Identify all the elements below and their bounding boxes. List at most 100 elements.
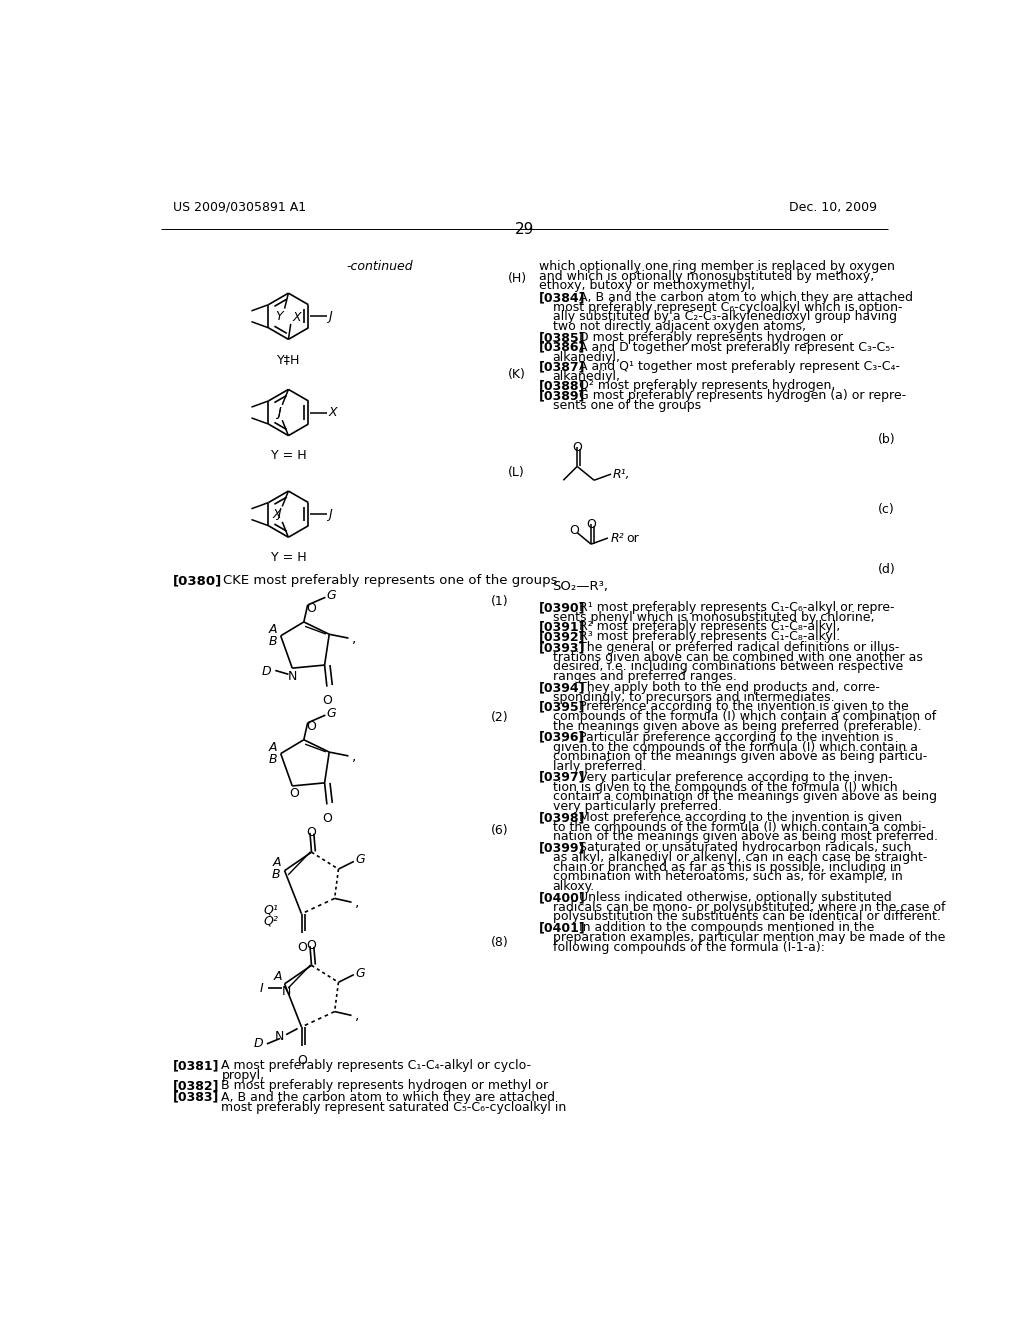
Text: -continued: -continued — [346, 260, 413, 273]
Text: sents one of the groups: sents one of the groups — [553, 399, 700, 412]
Text: O: O — [306, 940, 316, 952]
Text: J: J — [329, 310, 332, 323]
Text: B: B — [272, 869, 281, 880]
Text: In addition to the compounds mentioned in the: In addition to the compounds mentioned i… — [579, 921, 874, 935]
Text: preparation examples, particular mention may be made of the: preparation examples, particular mention… — [553, 931, 945, 944]
Text: A and Q¹ together most preferably represent C₃-C₄-: A and Q¹ together most preferably repres… — [579, 360, 900, 374]
Text: O: O — [306, 826, 316, 840]
Text: Y = H: Y = H — [270, 552, 306, 564]
Text: compounds of the formula (I) which contain a combination of: compounds of the formula (I) which conta… — [553, 710, 936, 723]
Text: A most preferably represents C₁-C₄-alkyl or cyclo-: A most preferably represents C₁-C₄-alkyl… — [221, 1059, 531, 1072]
Text: A: A — [268, 623, 276, 636]
Text: very particularly preferred.: very particularly preferred. — [553, 800, 722, 813]
Text: (K): (K) — [508, 368, 525, 381]
Text: O: O — [569, 524, 580, 537]
Text: They apply both to the end products and, corre-: They apply both to the end products and,… — [579, 681, 880, 694]
Text: R³ most preferably represents C₁-C₈-alkyl.: R³ most preferably represents C₁-C₈-alky… — [579, 630, 840, 643]
Text: R²: R² — [611, 532, 625, 545]
Text: A, B and the carbon atom to which they are attached: A, B and the carbon atom to which they a… — [221, 1090, 555, 1104]
Text: trations given above can be combined with one another as: trations given above can be combined wit… — [553, 651, 923, 664]
Text: O: O — [306, 719, 316, 733]
Text: N: N — [275, 1030, 285, 1043]
Text: A: A — [272, 857, 281, 870]
Text: alkoxy.: alkoxy. — [553, 880, 595, 892]
Text: D most preferably represents hydrogen or: D most preferably represents hydrogen or — [579, 331, 843, 345]
Text: following compounds of the formula (I-1-a):: following compounds of the formula (I-1-… — [553, 941, 824, 954]
Text: [0397]: [0397] — [539, 771, 585, 784]
Text: [0393]: [0393] — [539, 642, 585, 655]
Text: R² most preferably represents C₁-C₈-alkyl,: R² most preferably represents C₁-C₈-alky… — [579, 620, 840, 634]
Text: (1): (1) — [490, 595, 509, 609]
Text: Very particular preference according to the inven-: Very particular preference according to … — [579, 771, 892, 784]
Text: Y: Y — [275, 310, 283, 323]
Text: the meanings given above as being preferred (preferable).: the meanings given above as being prefer… — [553, 719, 922, 733]
Text: [0398]: [0398] — [539, 810, 585, 824]
Text: larly preferred.: larly preferred. — [553, 760, 646, 772]
Text: N: N — [288, 669, 297, 682]
Text: [0384]: [0384] — [539, 292, 585, 304]
Text: propyl,: propyl, — [221, 1069, 264, 1082]
Text: (2): (2) — [490, 711, 509, 725]
Text: SO₂—R³,: SO₂—R³, — [553, 581, 608, 594]
Text: [0401]: [0401] — [539, 921, 586, 935]
Text: nation of the meanings given above as being most preferred.: nation of the meanings given above as be… — [553, 830, 938, 843]
Text: O: O — [586, 517, 596, 531]
Text: [0381]: [0381] — [173, 1059, 219, 1072]
Text: desired, i.e. including combinations between respective: desired, i.e. including combinations bet… — [553, 660, 903, 673]
Text: R¹ most preferably represents C₁-C₆-alkyl or repre-: R¹ most preferably represents C₁-C₆-alky… — [579, 601, 894, 614]
Text: spondingly, to precursors and intermediates.: spondingly, to precursors and intermedia… — [553, 690, 835, 704]
Text: [0394]: [0394] — [539, 681, 585, 694]
Text: Y = H: Y = H — [270, 449, 306, 462]
Text: ,: , — [355, 895, 359, 909]
Text: A: A — [273, 970, 283, 982]
Text: X: X — [272, 508, 281, 521]
Text: N: N — [283, 985, 292, 998]
Text: Unless indicated otherwise, optionally substituted: Unless indicated otherwise, optionally s… — [579, 891, 892, 904]
Text: combination with heteroatoms, such as, for example, in: combination with heteroatoms, such as, f… — [553, 870, 902, 883]
Text: two not directly adjacent oxygen atoms,: two not directly adjacent oxygen atoms, — [553, 321, 806, 333]
Text: J: J — [329, 508, 332, 520]
Text: (8): (8) — [490, 936, 509, 949]
Text: A: A — [268, 741, 276, 754]
Text: [0380]: [0380] — [173, 574, 222, 587]
Text: [0382]: [0382] — [173, 1080, 219, 1093]
Text: D: D — [253, 1038, 263, 1051]
Text: I: I — [260, 982, 264, 995]
Text: O: O — [323, 694, 333, 708]
Text: chain or branched as far as this is possible, including in: chain or branched as far as this is poss… — [553, 861, 901, 874]
Text: X: X — [329, 407, 337, 418]
Text: most preferably represent C₆-cycloalkyl which is option-: most preferably represent C₆-cycloalkyl … — [553, 301, 902, 314]
Text: to the compounds of the formula (I) which contain a combi-: to the compounds of the formula (I) whic… — [553, 821, 926, 834]
Text: (6): (6) — [490, 825, 509, 837]
Text: alkanediyl,: alkanediyl, — [553, 351, 621, 363]
Text: alkanediyl,: alkanediyl, — [553, 370, 621, 383]
Text: [0388]: [0388] — [539, 379, 585, 392]
Text: J: J — [276, 407, 281, 420]
Text: O: O — [572, 441, 582, 454]
Text: (H): (H) — [508, 272, 527, 285]
Text: [0396]: [0396] — [539, 731, 585, 744]
Text: O: O — [323, 812, 333, 825]
Text: Y‡H: Y‡H — [276, 354, 300, 366]
Text: A, B and the carbon atom to which they are attached: A, B and the carbon atom to which they a… — [579, 292, 912, 304]
Text: US 2009/0305891 A1: US 2009/0305891 A1 — [173, 201, 306, 214]
Text: D: D — [262, 665, 271, 677]
Text: A and D together most preferably represent C₃-C₅-: A and D together most preferably represe… — [579, 341, 894, 354]
Text: sents phenyl which is monosubstituted by chlorine,: sents phenyl which is monosubstituted by… — [553, 611, 874, 624]
Text: G: G — [327, 708, 337, 721]
Text: which optionally one ring member is replaced by oxygen: which optionally one ring member is repl… — [539, 260, 895, 273]
Text: O: O — [297, 1053, 307, 1067]
Text: [0383]: [0383] — [173, 1090, 219, 1104]
Text: 29: 29 — [515, 222, 535, 238]
Text: J: J — [276, 405, 281, 418]
Text: X: X — [292, 312, 301, 323]
Text: [0390]: [0390] — [539, 601, 585, 614]
Text: [0391]: [0391] — [539, 620, 585, 634]
Text: Dec. 10, 2009: Dec. 10, 2009 — [788, 201, 877, 214]
Text: CKE most preferably represents one of the groups: CKE most preferably represents one of th… — [223, 574, 557, 587]
Text: polysubstitution the substituents can be identical or different.: polysubstitution the substituents can be… — [553, 911, 940, 923]
Text: The general or preferred radical definitions or illus-: The general or preferred radical definit… — [579, 642, 899, 655]
Text: or: or — [627, 532, 639, 545]
Text: (c): (c) — [878, 503, 894, 516]
Text: contain a combination of the meanings given above as being: contain a combination of the meanings gi… — [553, 791, 937, 803]
